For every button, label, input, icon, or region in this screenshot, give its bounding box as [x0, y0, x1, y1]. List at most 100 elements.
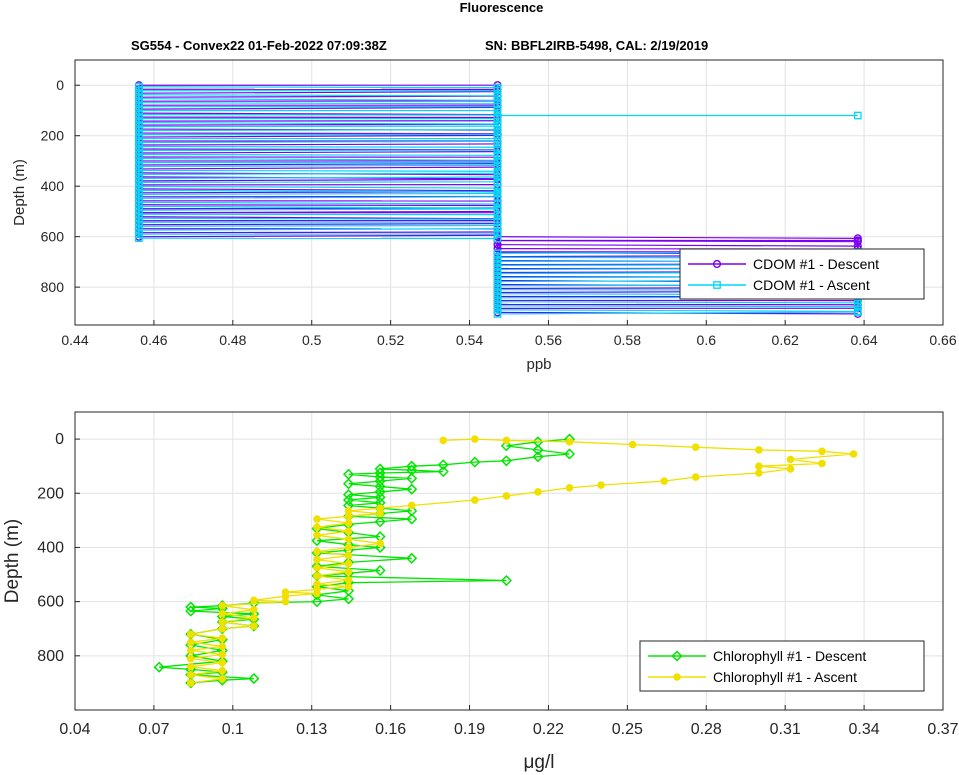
- data-point: [313, 515, 321, 523]
- data-point: [376, 504, 384, 512]
- data-point: [186, 630, 195, 638]
- x-tick-label: 0.58: [614, 332, 641, 348]
- data-point: [849, 450, 858, 458]
- data-segment: [138, 196, 498, 199]
- x-tick-label: 0.54: [456, 332, 483, 348]
- data-point: [218, 624, 227, 633]
- data-point: [853, 111, 862, 120]
- data-point: [311, 596, 323, 608]
- x-tick-label: 0.16: [375, 721, 406, 738]
- data-point: [342, 489, 355, 501]
- legend-marker: [713, 281, 721, 289]
- x-tick-label: 0.1: [222, 721, 244, 738]
- data-point: [281, 588, 290, 596]
- data-segment: [138, 181, 498, 183]
- data-point: [313, 531, 321, 540]
- data-point: [218, 658, 227, 667]
- data-point: [406, 513, 418, 525]
- data-segment: [138, 192, 498, 195]
- legend-label: CDOM #1 - Descent: [753, 256, 879, 272]
- chart-1: 0.44 0.46 0.48 0.5 0.52 0.54 0.56 0.58 0.6 0.62 0.…: [11, 59, 957, 373]
- x-tick-label: 0.37: [927, 721, 958, 738]
- data-point: [344, 507, 353, 515]
- data-segment: [138, 153, 498, 156]
- data-point: [565, 484, 574, 492]
- data-point: [755, 462, 763, 470]
- data-point: [313, 572, 321, 580]
- data-segment: [138, 176, 498, 180]
- data-segment: [138, 169, 498, 172]
- data-segment: [138, 106, 498, 110]
- data-point: [313, 555, 321, 564]
- data-segment: [138, 86, 498, 89]
- plot-data: [153, 433, 858, 689]
- x-axis-label: ppb: [526, 356, 551, 373]
- data-point: [344, 568, 353, 576]
- data-segment: [138, 129, 498, 132]
- x-tick-label: 0.44: [61, 332, 88, 348]
- data-point: [218, 610, 227, 618]
- data-point: [406, 460, 418, 472]
- y-tick-label: 200: [41, 128, 65, 144]
- legend-marker: [673, 673, 681, 681]
- legend-label: Chlorophyll #1 - Ascent: [713, 669, 857, 685]
- data-segment: [138, 98, 498, 101]
- data-point: [344, 559, 353, 568]
- x-tick-label: 0.25: [612, 721, 643, 738]
- y-tick-label: 600: [41, 229, 65, 245]
- data-segment: [138, 91, 498, 94]
- data-point: [344, 535, 353, 544]
- data-point: [563, 448, 576, 460]
- data-segment: [138, 122, 498, 125]
- axes: 0.04 0.07 0.1 0.13 0.16 0.19 0.22 0.25 0.28 0.31 0…: [37, 431, 958, 738]
- data-point: [437, 459, 449, 471]
- data-point: [344, 519, 353, 527]
- data-point: [500, 574, 512, 587]
- data-point: [250, 614, 258, 622]
- figure-subtitle-left: SG554 - Convex22 01-Feb-2022 07:09:38Z: [131, 38, 387, 53]
- x-tick-label: 0.6: [697, 332, 717, 348]
- legend-marker: [712, 259, 722, 269]
- data-point: [311, 535, 323, 547]
- data-segment: [138, 164, 498, 168]
- data-segment: [138, 189, 498, 193]
- x-tick-label: 0.34: [849, 721, 880, 738]
- y-axis-label: Depth (m): [2, 519, 23, 603]
- data-segment: [138, 145, 498, 148]
- y-axis-label: Depth (m): [11, 159, 28, 226]
- data-point: [471, 496, 479, 504]
- data-segment: [138, 102, 498, 105]
- chart-2: 0.04 0.07 0.1 0.13 0.16 0.19 0.22 0.25 0.28 0.31 0…: [2, 411, 959, 773]
- data-segment: [138, 208, 498, 211]
- data-point: [185, 605, 197, 617]
- legend: Chlorophyll #1 - Descent Chlorophyll #1 -…: [639, 640, 925, 692]
- data-point: [469, 456, 481, 468]
- data-point: [691, 473, 700, 481]
- plot-frame: [74, 59, 944, 326]
- data-segment: [138, 151, 498, 154]
- series-chlorophyll-ascent: [186, 435, 858, 687]
- x-tick-label: 0.31: [770, 721, 801, 738]
- data-point: [374, 491, 386, 503]
- data-point: [250, 596, 258, 605]
- data-point: [406, 472, 418, 484]
- data-point: [755, 446, 763, 454]
- data-point: [186, 646, 195, 655]
- x-tick-label: 0.64: [850, 332, 877, 348]
- data-segment: [138, 143, 498, 146]
- data-point: [218, 634, 227, 643]
- data-point: [218, 618, 227, 626]
- data-point: [250, 622, 258, 630]
- data-point: [186, 638, 195, 647]
- data-segment: [138, 223, 498, 226]
- data-segment: [497, 244, 858, 247]
- data-segment: [497, 311, 858, 315]
- x-tick-label: 0.19: [454, 721, 485, 738]
- x-tick-label: 0.48: [219, 332, 246, 348]
- data-point: [374, 541, 386, 554]
- data-point: [534, 488, 542, 496]
- data-point: [218, 675, 227, 683]
- x-tick-label: 0.13: [296, 721, 327, 738]
- data-point: [186, 670, 195, 679]
- data-segment: [138, 157, 498, 161]
